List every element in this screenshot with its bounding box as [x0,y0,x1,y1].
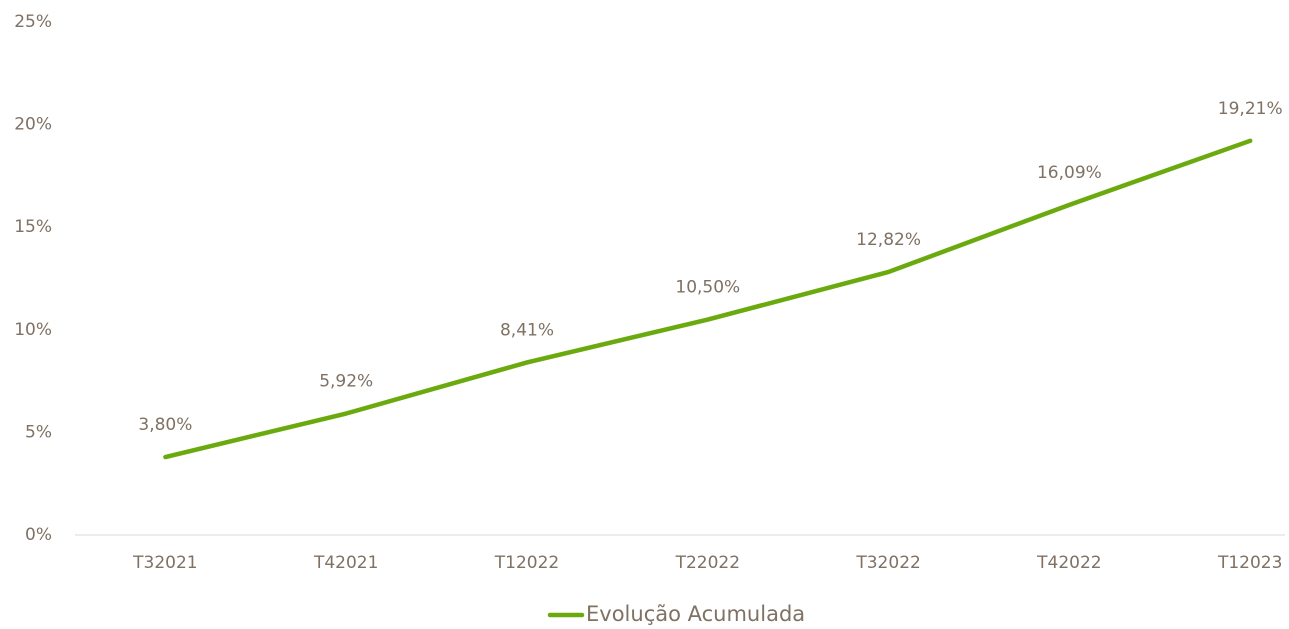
x-tick-label: T32022 [855,553,920,573]
legend-label: Evolução Acumulada [586,602,805,626]
y-tick-label: 0% [25,525,52,545]
data-label: 8,41% [500,320,554,340]
x-tick-label: T12022 [494,553,559,573]
x-tick-label: T22022 [675,553,740,573]
y-tick-label: 15% [14,217,52,237]
data-label: 19,21% [1218,99,1283,119]
y-tick-label: 20% [14,115,52,135]
x-tick-label: T32021 [132,553,197,573]
y-tick-label: 5% [25,422,52,442]
x-tick-label: T42022 [1036,553,1101,573]
data-label: 3,80% [138,415,192,435]
data-label: 5,92% [319,372,373,392]
data-label: 10,50% [675,278,740,298]
data-label: 12,82% [856,230,921,250]
series-line [163,138,1253,460]
y-tick-label: 10% [14,320,52,340]
y-tick-label: 25% [14,12,52,32]
x-tick-label: T42021 [313,553,378,573]
x-tick-label: T12023 [1217,553,1282,573]
data-label: 16,09% [1037,163,1102,183]
